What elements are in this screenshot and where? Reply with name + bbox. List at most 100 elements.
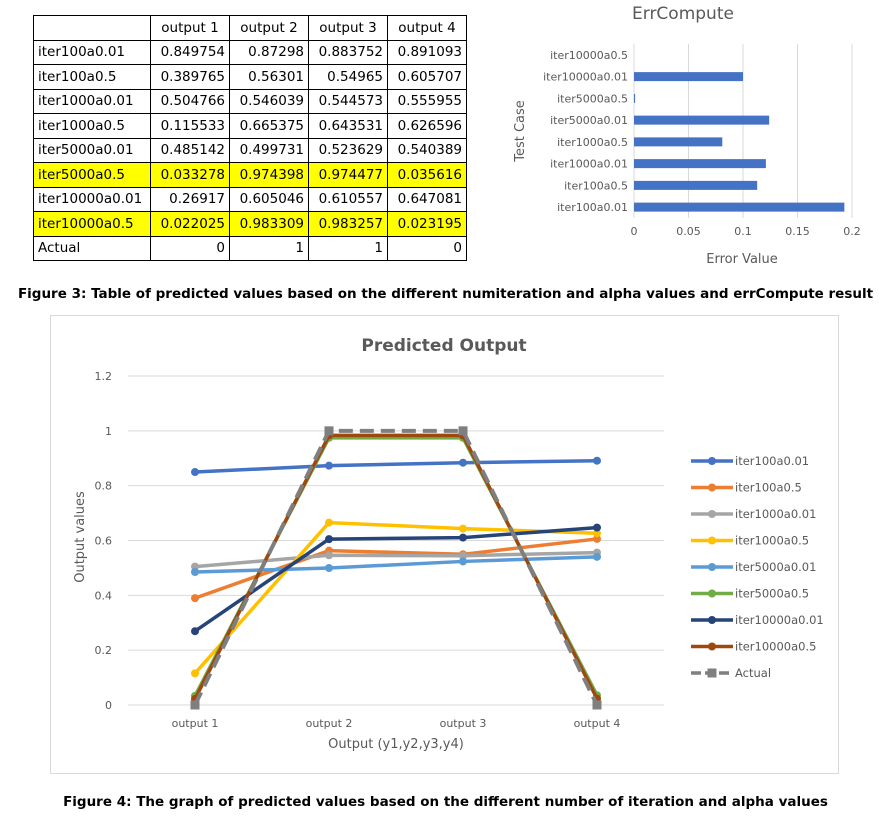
table-cell: 0.544573: [308, 88, 388, 114]
errcompute-ylabel: Test Case: [513, 100, 528, 163]
errcompute-bar: [634, 137, 723, 147]
line-chart-legend: iter100a0.01 iter100a0.5 iter1000a0.01 iter…: [691, 454, 824, 680]
line-chart-point: [190, 700, 200, 710]
legend-label: iter10000a0.01: [735, 613, 824, 627]
errcompute-bar: [634, 72, 743, 82]
table-cell: 0.983257: [308, 211, 388, 237]
line-chart-point: [459, 524, 467, 533]
errcompute-category-label: iter1000a0.5: [557, 136, 628, 149]
line-series-path: [194, 525, 598, 633]
line-chart-point: [593, 534, 601, 543]
table-cell: 0.665375: [229, 113, 309, 139]
line-chart-point: [708, 457, 716, 465]
legend-item: Actual: [691, 666, 771, 680]
table-cell: 0.56301: [229, 64, 309, 90]
line-chart-point: [325, 563, 333, 572]
table-cell: 0.115533: [150, 113, 230, 139]
errcompute-bar: [634, 115, 770, 125]
table-row: iter1000a0.01 0.504766 0.546039 0.544573 0.5…: [33, 88, 467, 114]
table-cell: 1: [308, 235, 388, 261]
legend-item: iter100a0.5: [691, 481, 802, 495]
table-cell: 0.540389: [387, 137, 467, 163]
legend-label: iter1000a0.5: [735, 534, 809, 548]
errcompute-category-label: iter10000a0.01: [543, 71, 628, 84]
line-chart-point: [325, 535, 333, 544]
line-chart-xtick: output 2: [306, 717, 353, 730]
line-chart-ytick: 0: [105, 699, 112, 712]
table-cell: 0.87298: [229, 39, 309, 65]
legend-label: iter100a0.01: [735, 454, 809, 468]
legend-item: iter100a0.01: [691, 454, 809, 468]
legend-item: iter10000a0.5: [691, 640, 816, 654]
line-chart-point: [191, 669, 199, 678]
line-chart-point: [593, 523, 601, 532]
table-cell: 0: [150, 235, 230, 261]
line-chart-point: [459, 458, 467, 467]
table-header-cell: output 1: [150, 15, 230, 41]
line-series-path: [193, 428, 599, 706]
line-chart-xtick: output 4: [574, 717, 621, 730]
table-cell: 0.605707: [387, 64, 467, 90]
chart-frame: [50, 315, 839, 774]
line-chart-ytick: 1: [105, 425, 112, 438]
legend-label: iter5000a0.5: [735, 587, 809, 601]
predicted-values-table: output 1 output 2 output 3 output 4 iter100a…: [33, 15, 467, 261]
line-chart-point: [324, 426, 334, 436]
table-row-label: iter10000a0.5: [33, 211, 151, 237]
line-chart-point: [191, 468, 199, 477]
table-cell: 0.523629: [308, 137, 388, 163]
line-chart-point: [708, 563, 716, 571]
table-cell: 0.891093: [387, 39, 467, 65]
line-chart-xtick: output 3: [440, 717, 487, 730]
table-cell: 0.504766: [150, 88, 230, 114]
line-chart-point: [325, 518, 333, 527]
line-series: [190, 426, 602, 710]
line-chart-ytick: 0.6: [95, 535, 113, 548]
table-row: iter5000a0.01 0.485142 0.499731 0.523629 0.5…: [33, 137, 467, 163]
table-row-label: iter1000a0.01: [33, 88, 151, 114]
errcompute-title: ErrCompute: [632, 4, 734, 24]
table-cell: 0.499731: [229, 137, 309, 163]
table-cell: 0: [387, 235, 467, 261]
table-cell: 0.022025: [150, 211, 230, 237]
legend-item: iter5000a0.01: [691, 560, 816, 574]
line-chart-ytick: 0.8: [95, 480, 113, 493]
table-cell: 0.033278: [150, 162, 230, 188]
legend-label: iter100a0.5: [735, 481, 802, 495]
line-chart-ytick: 0.4: [95, 589, 113, 602]
errcompute-xtick: 0.2: [843, 225, 861, 238]
table-row: iter10000a0.5 0.022025 0.983309 0.983257 0.0…: [33, 211, 467, 237]
errcompute-xtick: 0: [631, 225, 638, 238]
legend-item: iter5000a0.5: [691, 587, 809, 601]
predicted-output-line-chart: Predicted Output Output values Output (y…: [50, 315, 839, 774]
table-row-label: iter10000a0.01: [33, 186, 151, 212]
figure-3-caption: Figure 3: Table of predicted values base…: [17, 286, 874, 302]
errcompute-xtick: 0.15: [785, 225, 810, 238]
legend-item: iter10000a0.01: [691, 613, 824, 627]
line-chart-point: [593, 552, 601, 561]
table-cell: 0.555955: [387, 88, 467, 114]
table-cell: 0.974398: [229, 162, 309, 188]
line-chart-xlabel: Output (y1,y2,y3,y4): [328, 737, 464, 752]
table-cell: 0.54965: [308, 64, 388, 90]
table-row-label: Actual: [33, 235, 151, 261]
line-series: [191, 523, 601, 636]
table-row: iter100a0.5 0.389765 0.56301 0.54965 0.60570…: [33, 64, 467, 90]
table-cell: 1: [229, 235, 309, 261]
line-series: [191, 456, 601, 477]
table-cell: 0.983309: [229, 211, 309, 237]
table-cell: 0.023195: [387, 211, 467, 237]
table-cell: 0.26917: [150, 186, 230, 212]
table-cell: 0.883752: [308, 39, 388, 65]
errcompute-category-label: iter1000a0.01: [550, 158, 628, 171]
errcompute-bar-chart: ErrCompute Test Case Error Value 0 0.05 0.…: [513, 4, 861, 267]
table-row: iter1000a0.5 0.115533 0.665375 0.643531 0.62…: [33, 113, 467, 139]
line-chart-point: [708, 536, 716, 545]
errcompute-bar: [634, 93, 636, 103]
line-chart-point: [707, 668, 717, 678]
line-chart-point: [325, 461, 333, 470]
line-chart-point: [708, 616, 716, 624]
line-series-path: [194, 458, 598, 474]
table-cell: 0.389765: [150, 64, 230, 90]
line-chart-ytick: 1.2: [95, 370, 113, 383]
